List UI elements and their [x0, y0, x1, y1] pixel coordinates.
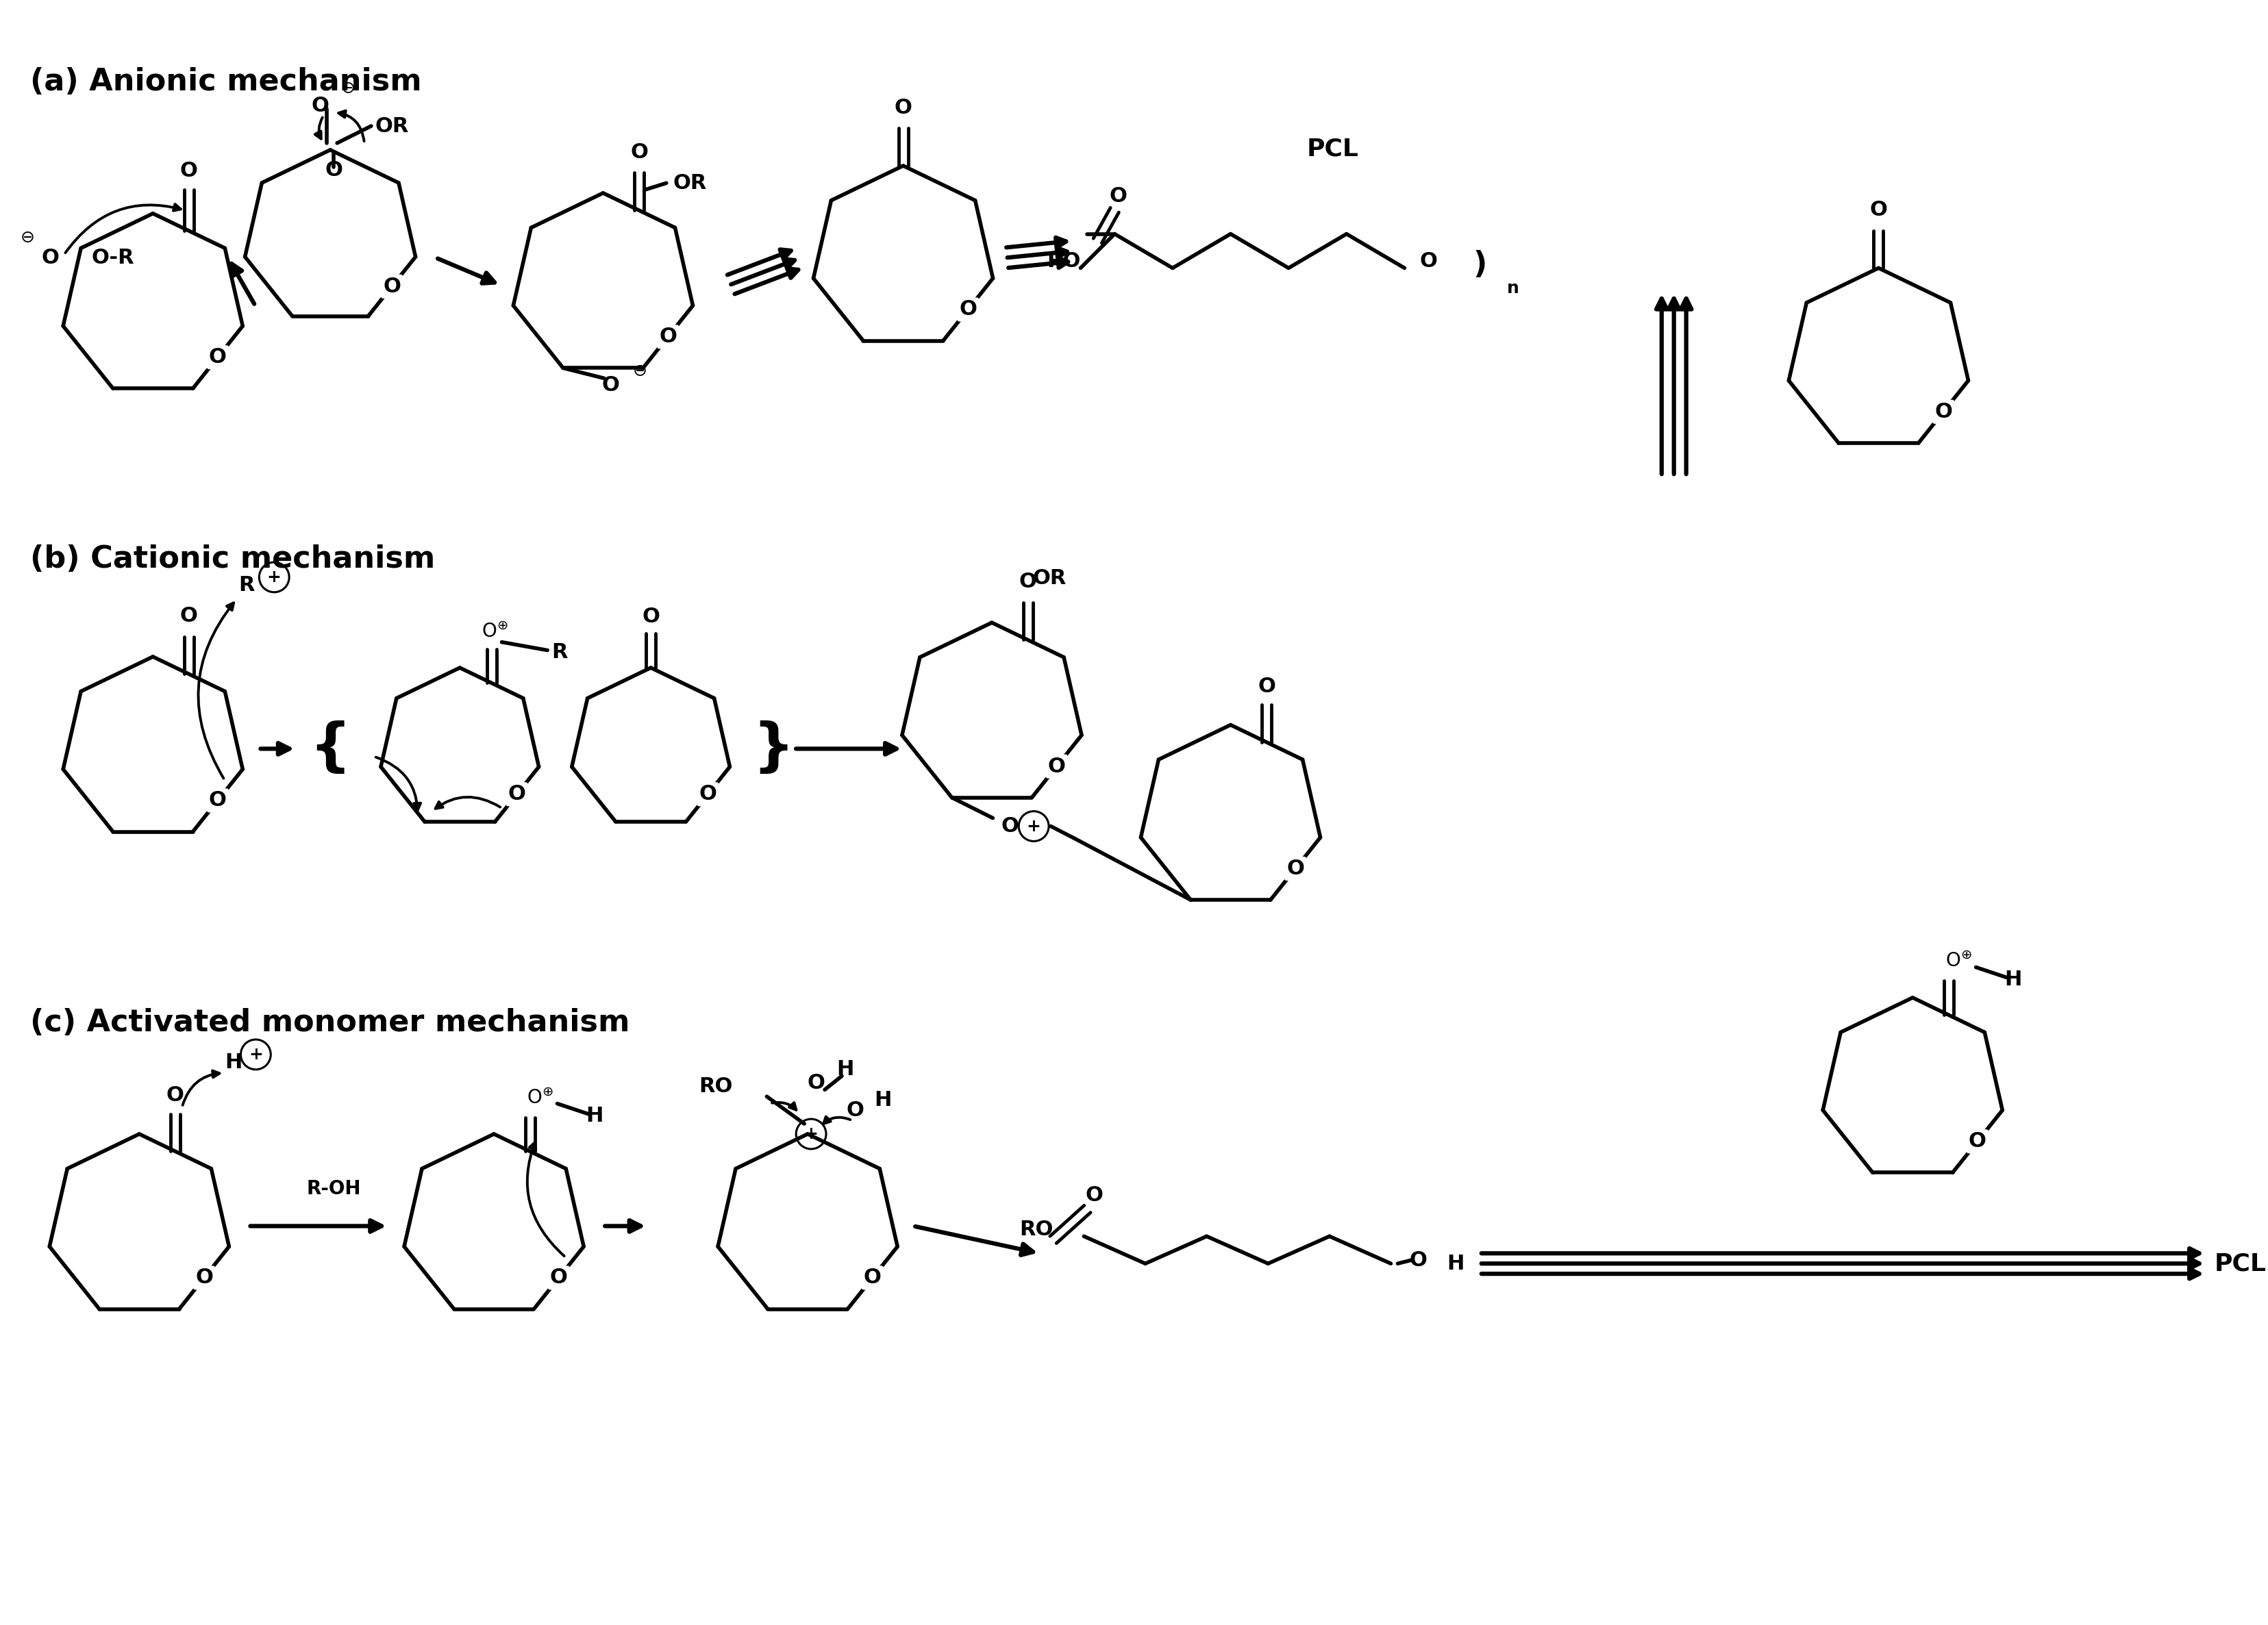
Text: $\ominus$: $\ominus$: [340, 80, 354, 98]
Text: O: O: [1935, 401, 1953, 423]
Text: R-OH: R-OH: [306, 1180, 361, 1198]
Text: O: O: [1969, 1131, 1987, 1152]
Text: OR: OR: [1032, 569, 1066, 588]
Text: $\ominus$: $\ominus$: [20, 229, 34, 245]
Text: O: O: [195, 1268, 213, 1287]
Text: O: O: [846, 1100, 864, 1120]
Text: O: O: [209, 790, 227, 811]
Text: O: O: [959, 299, 978, 320]
Text: O: O: [1935, 401, 1953, 423]
Text: O: O: [209, 348, 227, 367]
Text: O$^{\oplus}$: O$^{\oplus}$: [526, 1089, 553, 1108]
Text: O: O: [864, 1268, 882, 1287]
Text: H: H: [2005, 970, 2023, 990]
Text: PCL: PCL: [2214, 1251, 2266, 1276]
Text: (c) Activated monomer mechanism: (c) Activated monomer mechanism: [29, 1008, 631, 1037]
Text: O: O: [699, 785, 717, 804]
Text: O: O: [1420, 252, 1438, 271]
Text: R: R: [551, 642, 567, 663]
Text: +: +: [803, 1126, 819, 1142]
Text: O: O: [631, 143, 649, 163]
Text: O: O: [959, 299, 978, 320]
Text: ): ): [1472, 250, 1486, 280]
Text: O: O: [383, 276, 401, 296]
Text: O$^{\oplus}$: O$^{\oplus}$: [481, 622, 508, 642]
Text: H: H: [1447, 1253, 1465, 1274]
Text: {: {: [308, 720, 352, 777]
Text: O: O: [1086, 1186, 1102, 1206]
Text: +: +: [268, 569, 281, 585]
Text: O: O: [324, 161, 342, 180]
Text: O: O: [549, 1268, 567, 1287]
Text: O: O: [195, 1268, 213, 1287]
Text: O: O: [807, 1072, 826, 1092]
Text: O: O: [1286, 858, 1304, 879]
Text: O: O: [383, 276, 401, 296]
Text: O-R: O-R: [91, 249, 134, 268]
Text: O: O: [1869, 200, 1887, 219]
Text: O: O: [1048, 756, 1066, 777]
Text: H: H: [225, 1053, 243, 1072]
Text: O: O: [1259, 676, 1275, 696]
Text: O: O: [601, 375, 619, 395]
Text: H: H: [837, 1060, 853, 1079]
Text: (b) Cationic mechanism: (b) Cationic mechanism: [29, 544, 435, 574]
Text: O: O: [209, 790, 227, 811]
Text: O: O: [179, 161, 197, 180]
Text: H: H: [585, 1107, 603, 1126]
Text: $\ominus$: $\ominus$: [633, 364, 646, 380]
Text: O: O: [508, 785, 526, 804]
Text: O: O: [508, 785, 526, 804]
Text: O: O: [311, 96, 329, 115]
Text: (a) Anionic mechanism: (a) Anionic mechanism: [29, 67, 422, 96]
Text: O: O: [179, 606, 197, 626]
Text: O: O: [209, 348, 227, 367]
Text: OR: OR: [374, 115, 408, 136]
Text: O$^{\oplus}$: O$^{\oplus}$: [1946, 952, 1973, 972]
Text: O: O: [1000, 816, 1018, 837]
Text: O: O: [864, 1268, 882, 1287]
Text: OR: OR: [674, 174, 708, 193]
Text: O: O: [1048, 756, 1066, 777]
Text: +: +: [249, 1046, 263, 1063]
Text: O: O: [1286, 858, 1304, 879]
Text: O: O: [660, 327, 676, 346]
Text: }: }: [753, 720, 794, 777]
Text: RO: RO: [1048, 252, 1080, 271]
Text: RO: RO: [1018, 1219, 1052, 1240]
Text: O: O: [1109, 187, 1127, 206]
Text: n: n: [1506, 280, 1520, 297]
Text: PCL: PCL: [1306, 137, 1359, 161]
Text: O: O: [166, 1086, 184, 1105]
Text: O: O: [699, 785, 717, 804]
Text: RO: RO: [699, 1076, 733, 1097]
Text: O: O: [1969, 1131, 1987, 1152]
Text: +: +: [1027, 817, 1041, 835]
Text: O: O: [660, 327, 676, 346]
Text: O: O: [642, 606, 660, 627]
Text: O: O: [1018, 572, 1036, 592]
Text: O: O: [894, 98, 912, 117]
Text: O: O: [41, 249, 59, 268]
Text: H: H: [873, 1090, 891, 1110]
Text: O: O: [549, 1268, 567, 1287]
Text: R: R: [238, 575, 254, 595]
Text: O: O: [1408, 1250, 1427, 1271]
